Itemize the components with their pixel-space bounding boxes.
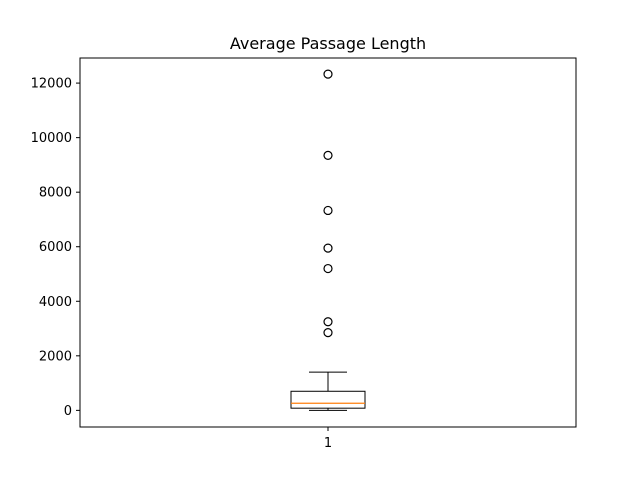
y-axis: 0 2000 4000 6000 8000 10000 12000: [31, 77, 80, 419]
plot-area: [79, 57, 577, 428]
x-tick-label: 1: [324, 436, 332, 451]
outlier-point: [323, 69, 333, 79]
outlier-point: [323, 150, 333, 160]
box-iqr: [290, 390, 366, 409]
y-tick-label: 2000: [39, 349, 72, 364]
outlier-point: [323, 328, 333, 338]
chart-title: Average Passage Length: [230, 34, 426, 53]
x-axis: 1: [324, 427, 332, 451]
y-tick-label: 12000: [31, 77, 72, 92]
y-tick-label: 0: [64, 404, 72, 419]
box-group: [290, 69, 366, 411]
outlier-point: [323, 205, 333, 216]
y-tick-label: 6000: [39, 240, 72, 255]
outlier-point: [323, 263, 333, 274]
y-tick-label: 4000: [39, 295, 72, 310]
outlier-point: [323, 243, 333, 253]
outlier-point: [323, 317, 333, 327]
y-tick-label: 10000: [31, 131, 72, 146]
y-tick-label: 8000: [39, 186, 72, 201]
